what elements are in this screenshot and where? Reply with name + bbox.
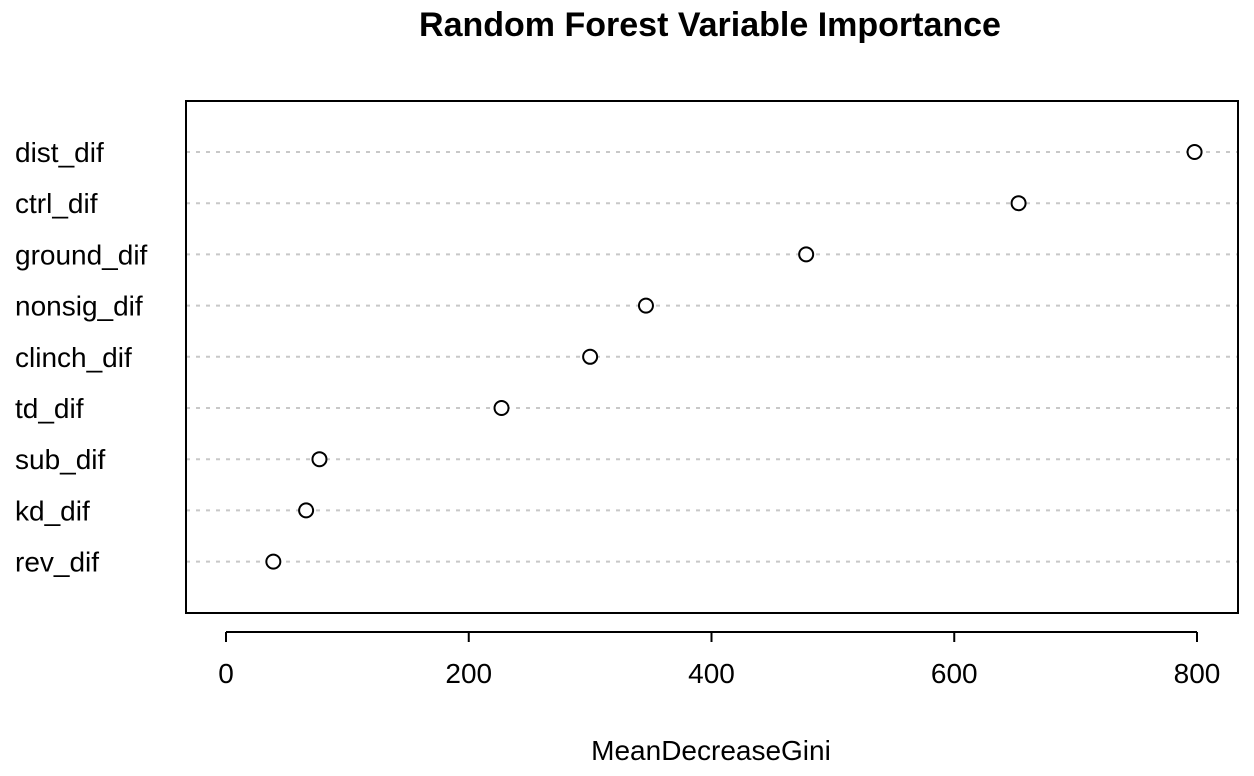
- category-label: ctrl_dif: [15, 188, 98, 219]
- data-point: [493, 400, 510, 416]
- category-label: sub_dif: [15, 444, 106, 475]
- guide-lines: [186, 151, 1238, 563]
- x-tick-label: 200: [445, 658, 492, 689]
- data-point: [1186, 144, 1203, 160]
- data-point: [1010, 195, 1027, 212]
- data-point: [798, 246, 815, 263]
- plot-frame: [185, 100, 1239, 614]
- data-point: [582, 348, 599, 365]
- category-label: td_dif: [15, 393, 84, 424]
- category-label: rev_dif: [15, 547, 99, 578]
- category-label: kd_dif: [15, 495, 90, 526]
- category-label: clinch_dif: [15, 342, 132, 373]
- x-axis: 0 200 400 600 800: [218, 631, 1221, 689]
- category-label: ground_dif: [15, 239, 148, 270]
- x-axis-title: MeanDecreaseGini: [591, 735, 831, 766]
- data-point: [311, 451, 328, 468]
- category-labels: dist_dif ctrl_dif ground_dif nonsig_difclin…: [15, 137, 148, 578]
- data-point: [298, 502, 315, 519]
- x-tick-label: 400: [688, 658, 735, 689]
- data-point: [637, 297, 654, 314]
- data-point: [265, 553, 282, 570]
- chart-title: Random Forest Variable Importance: [419, 6, 1001, 44]
- x-tick-label: 0: [218, 658, 234, 689]
- x-tick-label: 600: [931, 658, 978, 689]
- category-label: nonsig_dif: [15, 291, 143, 322]
- x-tick-label: 800: [1174, 658, 1221, 689]
- category-label: dist_dif: [15, 137, 104, 168]
- data-points: [265, 144, 1203, 570]
